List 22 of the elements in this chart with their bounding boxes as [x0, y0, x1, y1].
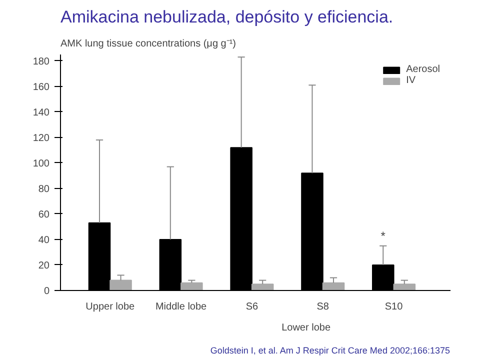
- x-tick-label: S10: [384, 302, 404, 312]
- x-tick-label: S6: [246, 302, 259, 312]
- y-tick-label: 20: [38, 260, 50, 272]
- text: Lower lobe: [282, 322, 331, 334]
- y-tick-label: 120: [32, 132, 50, 144]
- text: Goldstein I, et al. Am J Respir Crit Care Med 2002;166:1375: [210, 346, 450, 356]
- x-tick-label: Upper lobe: [86, 302, 136, 312]
- y-tick-label: 100: [32, 158, 50, 170]
- y-tick-label: 40: [38, 234, 50, 246]
- x-tick-label: Middle lobe: [155, 302, 208, 312]
- y-tick-label: 180: [32, 56, 50, 68]
- x-tick-label: S8: [316, 302, 330, 312]
- annotation: *: [380, 228, 386, 243]
- legend-label: Aerosol: [406, 64, 440, 75]
- y-axis-title: AMK lung tissue concentrations (μg g⁻¹): [60, 38, 236, 50]
- y-tick-label: 60: [38, 209, 50, 220]
- y-tick-label: 0: [44, 286, 50, 297]
- y-tick-label: 80: [38, 184, 50, 195]
- y-tick-label: 140: [32, 107, 50, 118]
- legend-label: IV: [406, 75, 417, 86]
- y-tick-label: 160: [32, 82, 50, 93]
- chart-title: Amikacina nebulizada, depósito y eficiencia.: [60, 8, 394, 26]
